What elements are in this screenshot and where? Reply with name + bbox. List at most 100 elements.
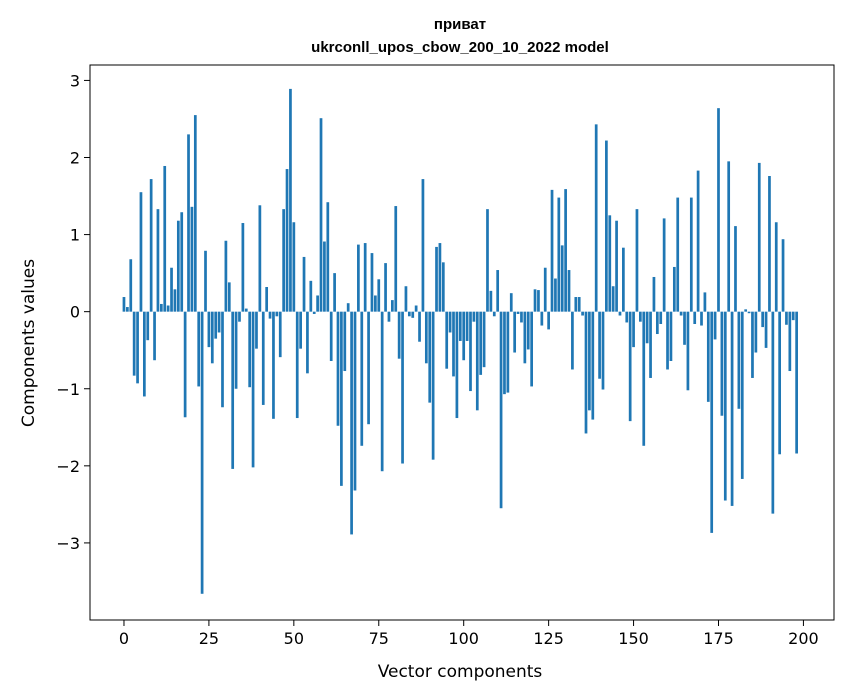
y-tick-label: 3 — [70, 71, 80, 90]
bar — [649, 311, 652, 378]
bar — [632, 311, 635, 348]
bar — [292, 222, 296, 312]
bar — [523, 311, 527, 364]
bar — [489, 290, 493, 312]
y-axis-ticks: −3 −2 −1 0 1 2 3 — [56, 71, 90, 553]
bar — [357, 244, 360, 312]
bar — [730, 311, 734, 506]
bar — [265, 287, 269, 312]
x-tick-label: 50 — [284, 629, 304, 648]
bar — [170, 267, 173, 312]
y-axis-label: Components values — [19, 259, 39, 427]
bar — [669, 311, 673, 361]
bar — [323, 241, 326, 312]
bar — [360, 311, 364, 446]
bar — [295, 311, 299, 419]
bar — [452, 311, 455, 377]
bar — [744, 309, 748, 312]
bar — [336, 311, 340, 426]
bar — [513, 311, 517, 353]
bar — [139, 192, 143, 312]
bar — [176, 220, 180, 312]
bar — [197, 311, 201, 387]
bar — [302, 256, 306, 312]
bar — [428, 311, 432, 403]
bar — [598, 311, 601, 379]
bar — [747, 311, 751, 314]
bar — [200, 311, 204, 594]
y-tick-label: −1 — [56, 380, 80, 399]
bar — [272, 311, 275, 419]
bar — [306, 311, 309, 374]
bar — [628, 311, 632, 422]
bar — [153, 311, 156, 361]
bar — [251, 311, 255, 468]
bar — [231, 311, 235, 469]
bar — [655, 311, 659, 335]
bar — [734, 226, 737, 312]
y-tick-label: −3 — [56, 534, 80, 553]
bar — [509, 293, 513, 312]
bar — [407, 311, 411, 317]
bar — [244, 308, 248, 312]
bar — [642, 311, 646, 446]
bar — [374, 295, 377, 312]
bar — [608, 215, 612, 312]
bar — [588, 311, 591, 411]
bar — [788, 311, 792, 372]
bar — [625, 311, 629, 323]
bar — [142, 311, 146, 397]
bar — [173, 289, 177, 312]
bar — [486, 209, 489, 312]
bar — [499, 311, 503, 509]
bar — [618, 311, 622, 316]
bar — [435, 246, 438, 312]
bar — [611, 286, 615, 312]
bar — [496, 270, 500, 312]
bar — [217, 311, 221, 333]
bar — [584, 311, 588, 434]
bar — [700, 311, 703, 326]
bar — [686, 311, 690, 391]
bar — [727, 161, 731, 312]
bar — [526, 311, 530, 350]
bar — [289, 88, 292, 312]
bar — [309, 280, 313, 312]
bar — [751, 311, 754, 378]
bar — [666, 311, 669, 370]
bar — [448, 311, 452, 333]
bar — [404, 286, 408, 312]
bar — [475, 311, 479, 411]
bar — [781, 239, 785, 312]
bar — [394, 206, 398, 312]
plot-frame — [89, 64, 835, 621]
bar — [564, 189, 567, 312]
x-tick-label: 200 — [788, 629, 819, 648]
bar — [224, 240, 228, 312]
x-tick-label: 25 — [199, 629, 219, 648]
bar — [672, 266, 676, 312]
bar — [441, 262, 445, 312]
bar — [737, 311, 741, 409]
bar — [204, 250, 207, 312]
bar — [679, 311, 683, 316]
bar — [462, 311, 466, 361]
bar — [458, 311, 462, 341]
bar — [757, 162, 761, 312]
x-tick-label: 100 — [448, 629, 479, 648]
bar — [720, 311, 724, 416]
bar — [761, 311, 765, 328]
bar — [166, 305, 170, 312]
bar — [482, 311, 486, 368]
bar — [346, 303, 350, 312]
bar — [414, 305, 418, 312]
bar — [350, 311, 353, 535]
bar — [333, 273, 336, 312]
bar — [754, 311, 758, 353]
bar — [149, 179, 153, 312]
bar — [520, 311, 523, 323]
x-axis-ticks: 0 25 50 75 100 125 150 175 200 — [119, 620, 819, 648]
bar — [469, 311, 472, 392]
bar — [136, 311, 139, 384]
bar — [210, 311, 214, 364]
